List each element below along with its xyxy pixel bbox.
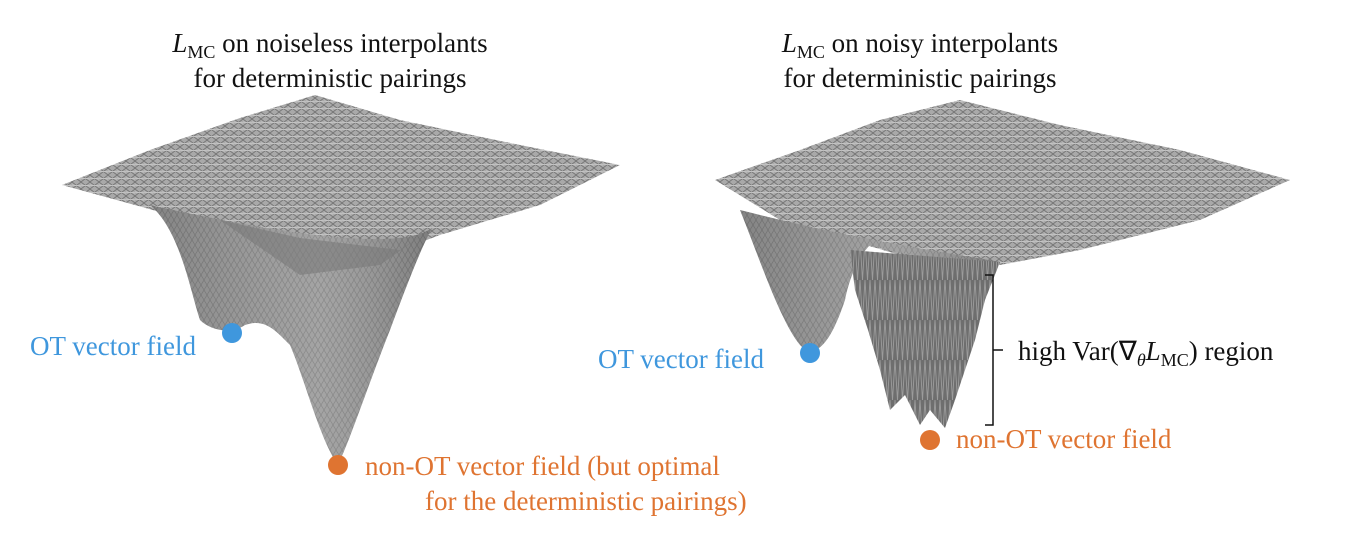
title-text: on noisy interpolants [825,28,1058,58]
ot-point [800,343,820,363]
right-surface [715,100,1290,428]
left-title: LMC on noiseless interpolants [171,28,487,62]
ot-label: OT vector field [30,331,196,361]
symbol: L [171,28,187,58]
ot-label: OT vector field [598,344,764,374]
bracket [985,274,1003,426]
subscript: MC [797,42,825,62]
non-ot-label: non-OT vector field (but optimal [365,451,720,481]
symbol: L [781,28,797,58]
subscript: θ [1137,350,1146,370]
non-ot-point [328,455,348,475]
non-ot-point [920,430,940,450]
subscript: MC [187,42,215,62]
title-text: on noiseless interpolants [215,28,487,58]
left-title-line2: for deterministic pairings [194,63,467,93]
right-title-line2: for deterministic pairings [784,63,1057,93]
subscript: MC [1161,350,1189,370]
left-surface [62,95,620,465]
non-ot-label: non-OT vector field [956,424,1172,454]
region-prefix: high Var(∇ [1018,336,1138,366]
right-title: LMC on noisy interpolants [781,28,1058,62]
non-ot-label-line2: for the deterministic pairings) [425,486,747,516]
symbol: L [1145,336,1161,366]
region-label: high Var(∇θLMC) region [1018,336,1274,370]
region-suffix: ) region [1189,336,1274,366]
ot-point [222,323,242,343]
